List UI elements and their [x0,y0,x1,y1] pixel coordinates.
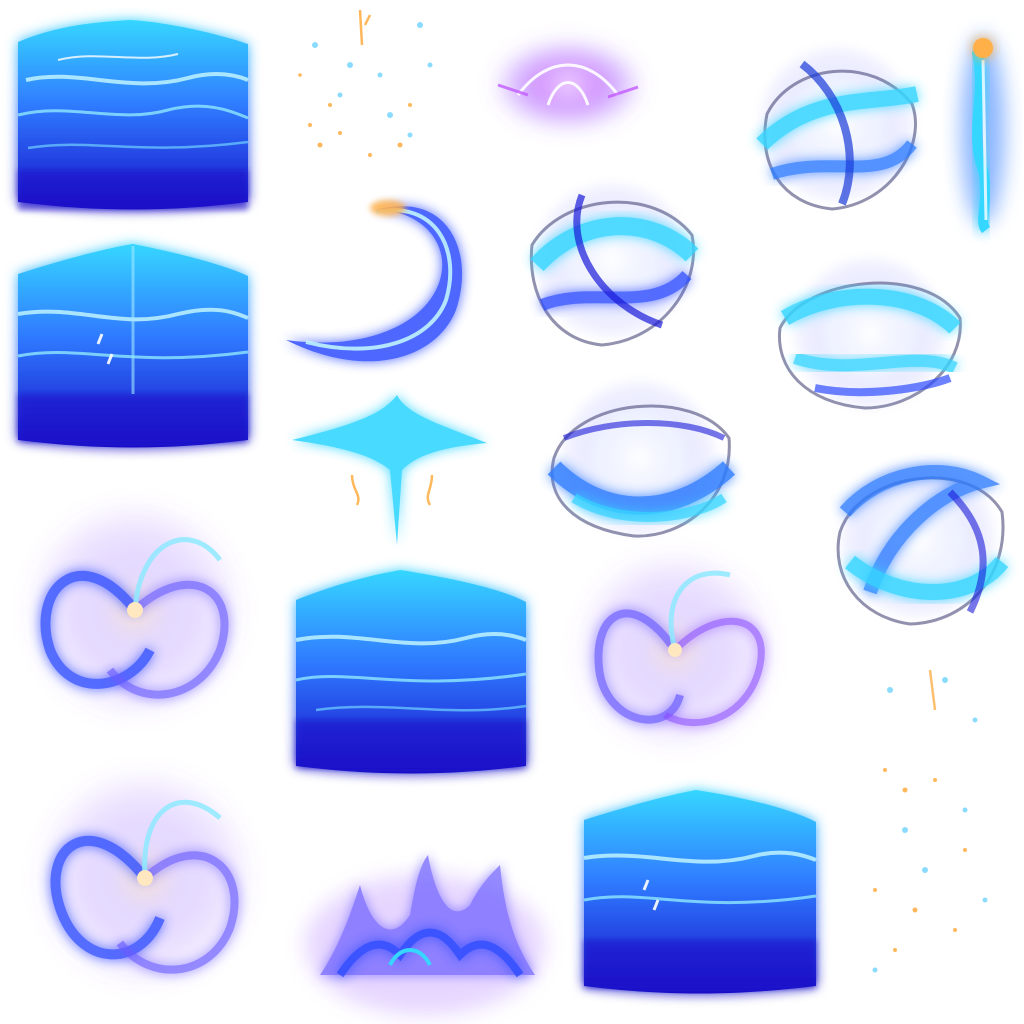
energy-orb-5 [836,458,1009,626]
crescent-slash [286,200,463,362]
water-slab-2 [17,244,249,448]
water-slab-1 [17,20,249,210]
vortex-swirl-1 [25,500,245,720]
vortex-swirl-2 [575,550,775,750]
ground-flame-burst [305,855,545,1015]
water-slab-3 [295,570,527,774]
spark-particles-1 [298,9,433,157]
vortex-swirl-3 [35,768,255,988]
energy-orb-2 [529,178,699,347]
energy-orb-3 [777,253,962,413]
flame-pillar [961,35,1005,234]
energy-orb-4 [547,376,736,540]
spark-particles-2 [872,669,988,973]
water-slab-4 [583,790,817,994]
energy-orb-1 [755,42,919,211]
violet-burst [493,40,643,130]
cyan-splash [292,395,487,545]
